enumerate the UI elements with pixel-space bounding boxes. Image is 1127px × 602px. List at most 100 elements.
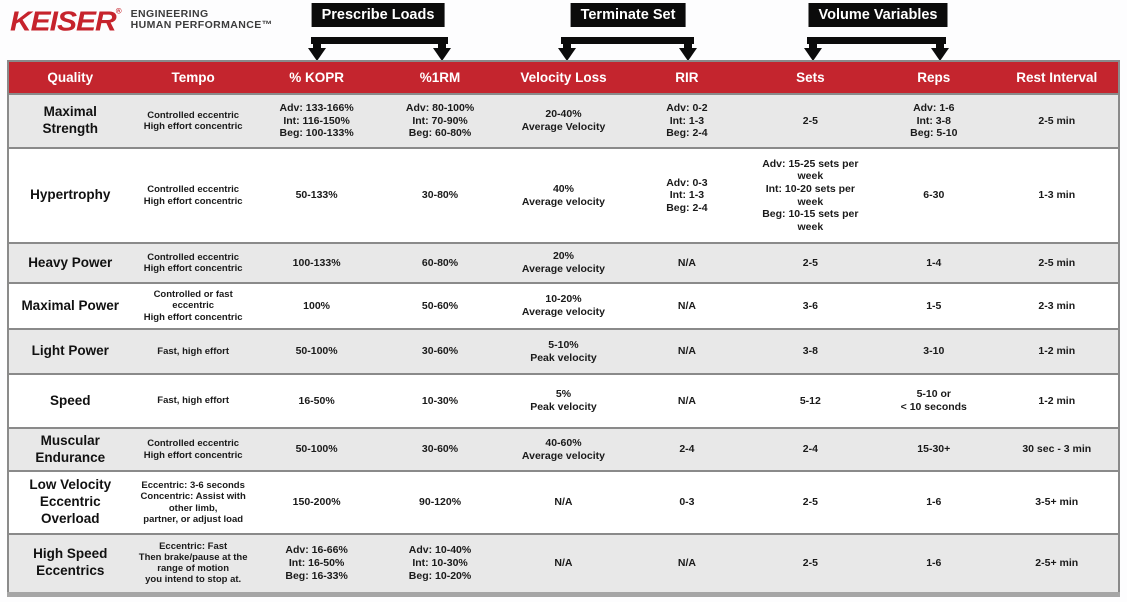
cell-1rm: Adv: 80-100% Int: 70-90% Beg: 60-80% [405,102,475,140]
down-arrow-icon [433,37,451,61]
terminate-set-bracket [561,37,694,44]
cell-kopr: 50-133% [295,189,338,202]
column-header-quality: Quality [47,70,94,85]
cell-velocity-loss: 40% Average velocity [521,182,605,208]
cell-reps: 1-6 [926,496,942,509]
cell-kopr: 100% [303,299,331,312]
cell-sets: 3-6 [802,299,818,312]
cell-sets: 2-5 [802,256,818,269]
table-row: High Speed Eccentrics Eccentric: Fast Th… [8,534,1119,594]
cell-quality: Hypertrophy [30,187,111,203]
cell-rir: Adv: 0-3 Int: 1-3 Beg: 2-4 [666,176,708,214]
cell-sets: 2-5 [802,114,818,127]
cell-reps: 1-4 [926,256,942,269]
volume-variables-bracket [807,37,946,44]
callout-terminate-set: Terminate Set [570,3,686,27]
cell-velocity-loss: N/A [554,496,573,509]
cell-rir: N/A [677,299,696,312]
cell-tempo: Controlled eccentric High effort concent… [143,109,243,132]
registered-trademark-symbol: ® [115,7,122,16]
cell-quality: Speed [49,392,91,408]
cell-1rm: 60-80% [421,256,459,269]
cell-rest-interval: 30 sec - 3 min [1022,443,1092,456]
cell-kopr: 150-200% [292,496,341,509]
cell-reps: 15-30+ [917,443,951,456]
cell-kopr: 50-100% [295,443,338,456]
cell-velocity-loss: 10-20% Average velocity [521,293,605,318]
cell-1rm: 30-60% [421,345,459,358]
table-row: Maximal Strength Controlled eccentric Hi… [8,94,1119,148]
cell-kopr: 50-100% [295,345,338,358]
cell-rest-interval: 1-2 min [1038,394,1076,407]
cell-sets: 5-12 [799,394,821,407]
cell-quality: Muscular Endurance [35,432,106,465]
down-arrow-icon [679,37,697,61]
cell-tempo: Controlled or fast eccentric High effort… [143,289,243,323]
cell-1rm: Adv: 10-40% Int: 10-30% Beg: 10-20% [408,544,472,582]
cell-tempo: Controlled eccentric High effort concent… [143,438,243,461]
table-row: Light Power Fast, high effort 50-100% 30… [8,329,1119,374]
table-row: Speed Fast, high effort 16-50% 10-30% 5%… [8,374,1119,428]
cell-rir: 2-4 [679,443,695,456]
cell-quality: High Speed Eccentrics [33,546,108,579]
cell-sets: 3-8 [802,345,818,358]
cell-sets: Adv: 15-25 sets per week Int: 10-20 sets… [762,157,859,233]
cell-reps: 1-6 [926,556,942,569]
down-arrow-icon [804,37,822,61]
cell-rest-interval: 3-5+ min [1035,496,1079,509]
cell-1rm: 10-30% [421,394,459,407]
cell-rest-interval: 2-5+ min [1035,556,1079,569]
column-header-sets: Sets [796,70,825,85]
cell-sets: 2-4 [802,443,818,456]
cell-kopr: 16-50% [298,394,335,407]
cell-tempo: Controlled eccentric High effort concent… [143,184,243,207]
down-arrow-icon [558,37,576,61]
cell-tempo: Eccentric: 3-6 seconds Concentric: Assis… [140,480,246,525]
table-row: Heavy Power Controlled eccentric High ef… [8,243,1119,283]
cell-rir: N/A [677,556,696,569]
cell-reps: 5-10 or < 10 seconds [900,388,967,413]
cell-quality: Maximal Power [21,297,119,313]
cell-quality: Maximal Strength [42,104,98,136]
cell-rest-interval: 1-2 min [1038,345,1076,358]
keiser-brand-text: KEISER [10,6,117,37]
cell-rir: Adv: 0-2 Int: 1-3 Beg: 2-4 [666,102,708,140]
table-row: Hypertrophy Controlled eccentric High ef… [8,148,1119,243]
cell-1rm: 90-120% [419,496,462,509]
down-arrow-icon [931,37,949,61]
cell-rir: 0-3 [679,496,695,509]
callout-volume-variables: Volume Variables [808,3,948,27]
cell-kopr: Adv: 133-166% Int: 116-150% Beg: 100-133… [279,102,354,140]
column-header-reps: Reps [917,70,951,85]
cell-tempo: Fast, high effort [157,395,230,407]
cell-quality: Heavy Power [28,254,113,270]
cell-reps: 6-30 [923,189,945,202]
column-header-1rm: %1RM [419,70,461,85]
keiser-logo: KEISER® ENGINEERING HUMAN PERFORMANCE™ [10,7,273,37]
cell-velocity-loss: 5% Peak velocity [530,388,597,413]
cell-reps: Adv: 1-6 Int: 3-8 Beg: 5-10 [910,102,958,140]
column-header-kopr: % KOPR [289,70,344,85]
logo-tagline-line1: ENGINEERING [130,8,209,20]
cell-reps: 1-5 [926,299,942,312]
cell-velocity-loss: 20% Average velocity [521,250,605,275]
cell-velocity-loss: 5-10% Peak velocity [530,338,597,364]
cell-rir: N/A [677,394,696,407]
cell-rest-interval: 2-3 min [1038,299,1076,312]
column-header-tempo: Tempo [171,70,215,85]
cell-quality: Low Velocity Eccentric Overload [29,477,112,526]
cell-rest-interval: 2-5 min [1038,256,1076,269]
column-header-velocity-loss: Velocity Loss [520,70,607,85]
training-parameters-table: Quality Tempo % KOPR %1RM Velocity Loss … [7,60,1120,597]
callout-prescribe-loads: Prescribe Loads [311,3,445,27]
table-row: Muscular Endurance Controlled eccentric … [8,428,1119,471]
cell-rir: N/A [677,345,696,358]
cell-reps: 3-10 [923,345,945,358]
keiser-wordmark: KEISER® [10,6,122,37]
header-row: Quality Tempo % KOPR %1RM Velocity Loss … [8,61,1119,94]
table-row: Maximal Power Controlled or fast eccentr… [8,283,1119,329]
column-header-rest-interval: Rest Interval [1016,70,1098,85]
cell-sets: 2-5 [802,556,818,569]
cell-quality: Light Power [31,343,109,359]
